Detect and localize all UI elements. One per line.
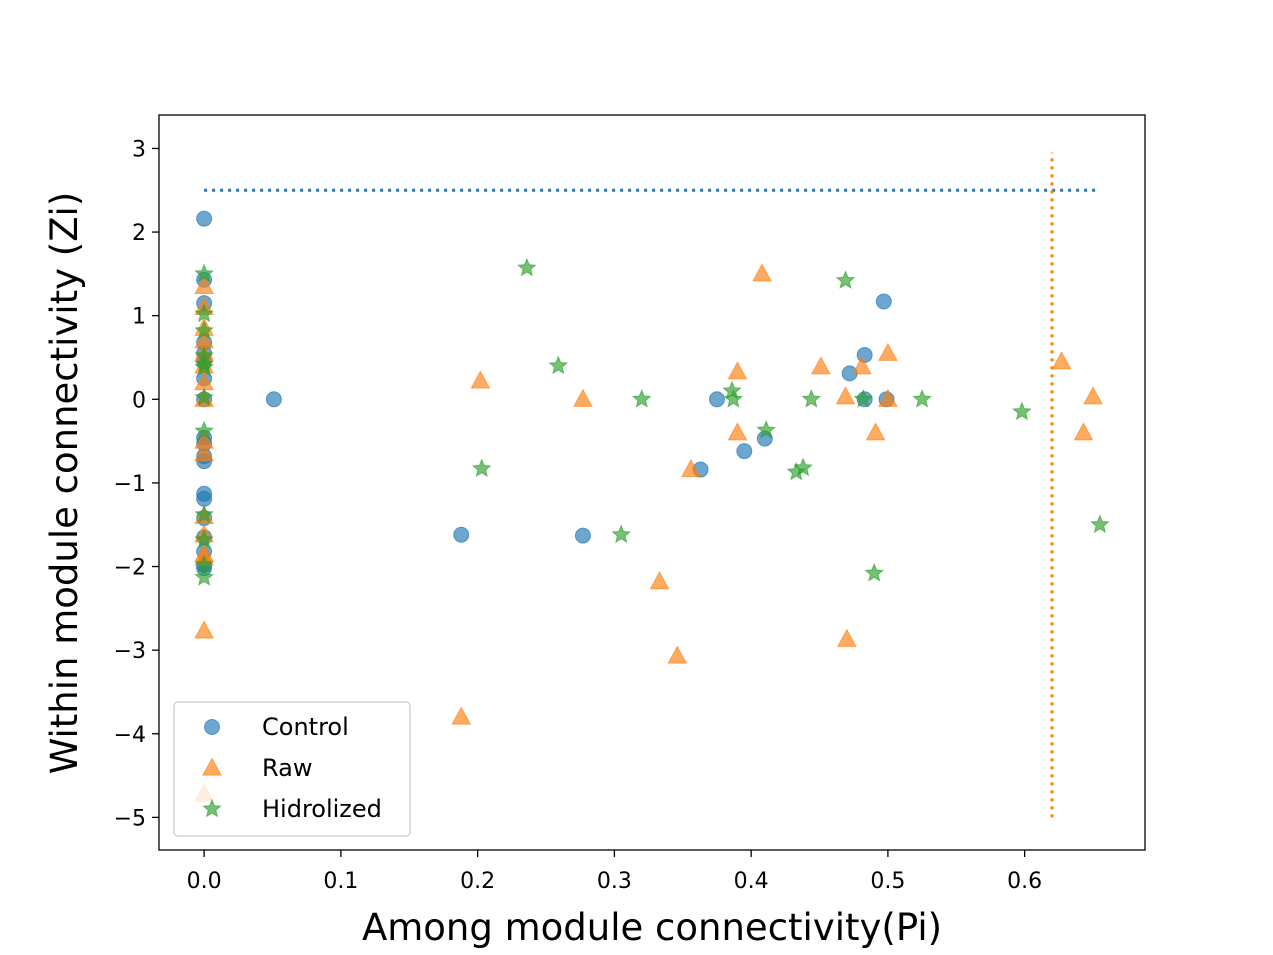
- raw-point: [1051, 351, 1072, 370]
- hidrolized-point: [853, 388, 874, 408]
- raw-point: [667, 645, 688, 664]
- hidrolized-point: [835, 270, 856, 289]
- x-tick-label: 0.0: [187, 869, 222, 894]
- hidrolized-point: [793, 457, 813, 477]
- x-tick-label: 0.3: [597, 869, 632, 894]
- raw-point: [681, 458, 701, 478]
- y-axis-label: Within module connectivity (Zi): [43, 192, 86, 775]
- control-point: [736, 443, 753, 460]
- hidrolized-point: [194, 357, 214, 376]
- x-tick-label: 0.1: [323, 869, 358, 894]
- hidrolized-point: [517, 257, 537, 277]
- y-tick-label: −4: [114, 723, 146, 748]
- raw-point: [194, 275, 214, 295]
- control-point: [265, 391, 282, 408]
- hidrolized-point: [864, 562, 885, 582]
- raw-point: [1083, 386, 1103, 405]
- control-point: [196, 210, 213, 227]
- y-tick-label: 2: [132, 221, 146, 246]
- x-tick-label: 0.4: [734, 869, 769, 894]
- hidrolized-point: [194, 567, 214, 586]
- raw-point: [194, 443, 214, 462]
- raw-point: [573, 388, 593, 407]
- raw-point: [1073, 422, 1094, 441]
- hidrolized-point: [801, 388, 822, 408]
- raw-point: [194, 620, 214, 639]
- legend-box: [173, 701, 411, 837]
- y-tick-label: 0: [132, 388, 146, 413]
- hidrolized-point: [548, 355, 569, 375]
- hidrolized-point: [756, 419, 777, 439]
- control-point: [856, 346, 873, 363]
- hidrolized-point: [194, 263, 214, 283]
- hidrolized-point: [611, 524, 632, 544]
- x-tick-label: 0.2: [460, 869, 495, 894]
- raw-point: [811, 356, 831, 375]
- control-point: [453, 526, 470, 543]
- hidrolized-point: [1012, 401, 1032, 421]
- raw-point: [451, 706, 472, 725]
- y-axis-ticks: 3 2 1 0 −1 −2 −3 −4 −5: [114, 137, 159, 831]
- hidrolized-point: [194, 387, 214, 406]
- hidrolized-point: [194, 420, 214, 440]
- y-tick-label: −5: [114, 806, 146, 831]
- x-tick-label: 0.5: [870, 869, 905, 894]
- hidrolized-point: [723, 388, 744, 408]
- raw-point: [752, 263, 772, 282]
- control-point: [708, 391, 725, 408]
- raw-point: [837, 628, 857, 647]
- raw-point: [470, 370, 491, 389]
- reference-lines: [204, 152, 1100, 818]
- y-tick-label: 1: [132, 305, 146, 330]
- legend-label-raw: Raw: [262, 754, 312, 782]
- legend-label-control: Control: [262, 713, 349, 741]
- raw-point: [835, 386, 856, 405]
- x-tick-label: 0.6: [1007, 869, 1042, 894]
- legend-label-hidrolized: Hidrolized: [262, 795, 382, 823]
- raw-point: [649, 571, 670, 590]
- hidrolized-point: [912, 388, 932, 408]
- raw-point: [878, 388, 898, 407]
- hidrolized-point: [471, 458, 492, 478]
- y-tick-label: 3: [132, 137, 146, 162]
- raw-point: [878, 342, 898, 361]
- x-axis-ticks: 0.0 0.1 0.2 0.3 0.4 0.5 0.6: [187, 850, 1042, 894]
- raw-point: [852, 356, 872, 375]
- data-points: [194, 210, 1110, 802]
- hidrolized-point: [194, 320, 214, 340]
- raw-point: [727, 422, 748, 441]
- control-point: [196, 490, 213, 507]
- x-axis-label: Among module connectivity(Pi): [362, 906, 942, 949]
- hidrolized-point: [194, 504, 214, 524]
- y-tick-label: −2: [114, 556, 146, 581]
- legend-marker-control: [204, 719, 220, 735]
- hidrolized-point: [1090, 514, 1110, 534]
- y-tick-label: −1: [114, 472, 146, 497]
- y-tick-label: −3: [114, 639, 146, 664]
- hidrolized-point: [194, 529, 214, 549]
- raw-point: [865, 422, 886, 441]
- hidrolized-point: [631, 388, 652, 408]
- hidrolized-point: [194, 303, 214, 323]
- legend-marker-raw: [202, 757, 222, 776]
- legend-marker-hidrolized: [202, 798, 222, 818]
- series-hidrolized: [194, 257, 1110, 586]
- raw-point: [727, 361, 748, 380]
- legend: Control Raw Hidrolized: [173, 701, 411, 837]
- control-point: [574, 527, 591, 544]
- control-point: [875, 293, 892, 310]
